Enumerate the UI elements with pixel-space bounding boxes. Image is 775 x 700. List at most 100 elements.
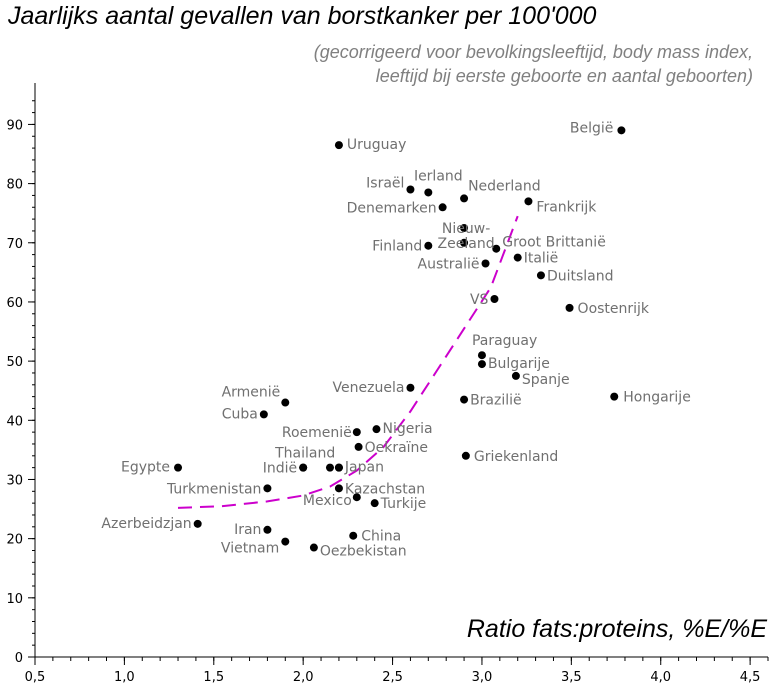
y-tick-label: 40 (6, 414, 23, 429)
data-label: Bulgarije (488, 356, 550, 372)
data-point (477, 351, 486, 360)
data-label: Iran (234, 522, 261, 538)
data-point (460, 194, 469, 203)
data-label: Ierland (414, 168, 463, 184)
data-point (352, 428, 361, 437)
data-point (460, 238, 469, 247)
data-label: Venezuela (333, 380, 405, 396)
data-label: Hongarije (623, 390, 691, 406)
x-tick-label: 4,0 (650, 670, 671, 685)
data-label: Japan (344, 460, 384, 476)
subtitle-line: leeftijd bij eerste geboorte en aantal g… (375, 66, 753, 86)
data-label: Oostenrijk (578, 301, 650, 317)
data-point (174, 463, 183, 472)
chart-title: Jaarlijks aantal gevallen van borstkanke… (8, 2, 597, 30)
data-point (513, 253, 522, 262)
data-label: Oekraïne (365, 440, 428, 456)
data-label: China (361, 529, 401, 545)
data-point (490, 294, 499, 303)
x-tick-label: 1,5 (203, 670, 224, 685)
data-label: Italië (524, 251, 559, 267)
data-label: Nigeria (382, 421, 432, 437)
data-label: Azerbeidzjan (101, 516, 191, 532)
data-point (424, 241, 433, 250)
data-point (352, 493, 361, 502)
y-tick-label: 30 (6, 473, 23, 488)
data-label: Paraguay (472, 333, 537, 349)
data-label: Duitsland (547, 268, 614, 284)
data-label: Mexico (303, 493, 352, 509)
data-point (334, 463, 343, 472)
y-tick-label: 90 (6, 118, 23, 133)
subtitle-line: (gecorrigeerd voor bevolkingsleeftijd, b… (313, 42, 753, 62)
x-tick-label: 3,0 (472, 670, 493, 685)
data-point (259, 410, 268, 419)
data-point (325, 463, 334, 472)
data-label: Kazachstan (345, 481, 425, 497)
y-tick-label: 60 (6, 296, 23, 311)
data-label: Groot Brittanië (502, 235, 606, 251)
data-label: Cuba (222, 406, 258, 422)
x-tick-label: 0,5 (25, 670, 46, 685)
data-label: Israël (366, 176, 404, 192)
y-tick-label: 20 (6, 533, 23, 548)
data-point (406, 383, 415, 392)
data-label: Thailand (274, 446, 335, 462)
chart-subtitle: (gecorrigeerd voor bevolkingsleeftijd, b… (193, 40, 753, 88)
data-label: Finland (372, 239, 422, 255)
data-label: Armenië (222, 385, 281, 401)
data-label: Brazilië (470, 393, 522, 409)
data-label: Vietnam (221, 541, 279, 557)
data-point (263, 525, 272, 534)
trend-line (177, 215, 519, 509)
data-point (477, 360, 486, 369)
data-point (565, 303, 574, 312)
data-label: Zeeland (438, 236, 495, 252)
data-point (460, 223, 469, 232)
data-point (334, 141, 343, 150)
y-tick-label: 50 (6, 355, 23, 370)
x-tick-label: 1,0 (114, 670, 135, 685)
data-label: Turkmenistan (166, 481, 261, 497)
data-label: België (570, 120, 614, 136)
data-point (370, 499, 379, 508)
data-label: VS (470, 292, 489, 308)
data-point (372, 425, 381, 434)
data-point (610, 392, 619, 401)
data-point (309, 543, 318, 552)
data-point (349, 531, 358, 540)
x-tick-label: 2,5 (382, 670, 403, 685)
data-point (461, 451, 470, 460)
data-point (536, 271, 545, 280)
x-tick-label: 3,5 (561, 670, 582, 685)
y-tick-label: 70 (6, 237, 23, 252)
data-point (524, 197, 533, 206)
data-label: Spanje (522, 372, 570, 388)
data-point (492, 244, 501, 253)
data-point (481, 259, 490, 268)
x-tick-label: 4,5 (740, 670, 761, 685)
data-point (263, 484, 272, 493)
y-tick-label: 0 (15, 651, 23, 666)
x-tick-label: 2,0 (293, 670, 314, 685)
data-label: Nederland (468, 178, 541, 194)
data-point (424, 188, 433, 197)
data-label: Turkije (380, 496, 427, 512)
data-point (354, 442, 363, 451)
y-tick-label: 10 (6, 592, 23, 607)
data-label: Indië (263, 461, 297, 477)
data-point (193, 519, 202, 528)
data-point (281, 398, 290, 407)
data-point (511, 371, 520, 380)
data-label: Nieuw- (442, 221, 490, 237)
data-label: Denemarken (347, 200, 437, 216)
y-tick-label: 80 (6, 178, 23, 193)
data-point (334, 484, 343, 493)
data-label: Roemenië (282, 425, 352, 441)
data-point (617, 126, 626, 135)
data-label: Australië (418, 256, 480, 272)
data-label: Oezbekistan (320, 544, 407, 560)
data-label: Frankrijk (536, 199, 597, 215)
data-point (438, 203, 447, 212)
